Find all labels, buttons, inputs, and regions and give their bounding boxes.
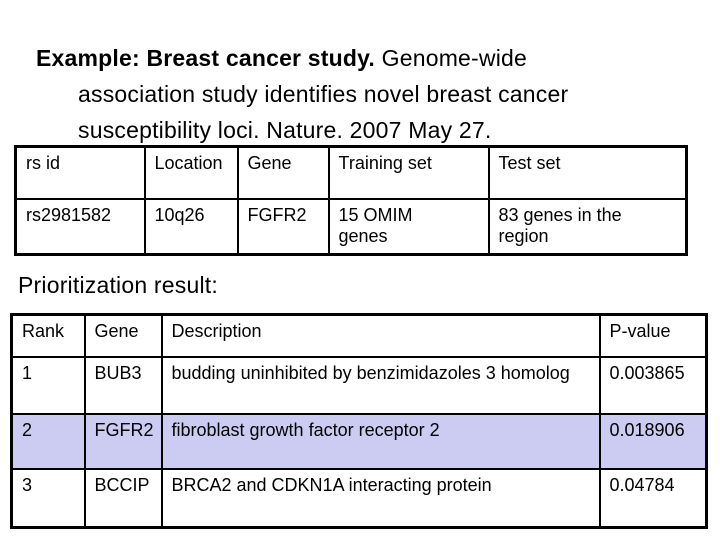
snp-table-row: rs2981582 10q26 FGFR2 15 OMIM genes 83 g… (14, 197, 688, 256)
snp-table: rs id Location Gene Training set Test se… (14, 145, 688, 256)
title-line-1: Example: Breast cancer study. Genome-wid… (36, 40, 656, 76)
result-header-description: Description (160, 313, 601, 358)
snp-header-test-set: Test set (487, 145, 688, 200)
result-cell-p-value: 0.018906 (598, 412, 708, 470)
snp-cell-training-set-text: 15 OMIM genes (338, 204, 413, 246)
snp-header-location: Location (143, 145, 239, 200)
result-header-p-value: P-value (598, 313, 708, 358)
result-cell-rank: 2 (10, 412, 86, 470)
result-table: Rank Gene Description P-value 1 BUB3 bud… (10, 313, 708, 529)
result-table-header-row: Rank Gene Description P-value (10, 313, 708, 358)
title-line-1-rest: Genome-wide (381, 45, 528, 71)
snp-header-training-set: Training set (327, 145, 490, 200)
result-cell-p-value: 0.04784 (598, 467, 708, 529)
snp-header-gene: Gene (236, 145, 330, 200)
result-cell-gene: BUB3 (83, 355, 163, 415)
result-cell-gene: FGFR2 (83, 412, 163, 470)
page-title: Example: Breast cancer study. Genome-wid… (36, 40, 656, 148)
result-header-rank: Rank (10, 313, 86, 358)
result-table-row: 1 BUB3 budding uninhibited by benzimidaz… (10, 355, 708, 415)
snp-cell-rs-id: rs2981582 (14, 197, 146, 256)
result-header-gene: Gene (83, 313, 163, 358)
result-cell-gene: BCCIP (83, 467, 163, 529)
result-cell-p-value: 0.003865 (598, 355, 708, 415)
result-cell-description: budding uninhibited by benzimidazoles 3 … (160, 355, 601, 415)
result-table-row: 3 BCCIP BRCA2 and CDKN1A interacting pro… (10, 467, 708, 529)
snp-cell-test-set-text: 83 genes in the region (498, 204, 622, 246)
snp-cell-location: 10q26 (143, 197, 239, 256)
result-cell-rank: 3 (10, 467, 86, 529)
snp-header-rs-id: rs id (14, 145, 146, 200)
title-bold-segment: Example: Breast cancer study. (36, 45, 376, 71)
snp-table-header-row: rs id Location Gene Training set Test se… (14, 145, 688, 200)
result-cell-description: fibroblast growth factor receptor 2 (160, 412, 601, 470)
snp-cell-test-set: 83 genes in the region (487, 197, 688, 256)
section-label: Prioritization result: (18, 272, 218, 298)
result-cell-rank: 1 (10, 355, 86, 415)
snp-cell-training-set: 15 OMIM genes (327, 197, 490, 256)
title-line-3: susceptibility loci. Nature. 2007 May 27… (78, 117, 492, 143)
result-cell-description: BRCA2 and CDKN1A interacting protein (160, 467, 601, 529)
title-line-2: association study identifies novel breas… (78, 81, 569, 107)
result-table-row: 2 FGFR2 fibroblast growth factor recepto… (10, 412, 708, 470)
snp-cell-gene: FGFR2 (236, 197, 330, 256)
